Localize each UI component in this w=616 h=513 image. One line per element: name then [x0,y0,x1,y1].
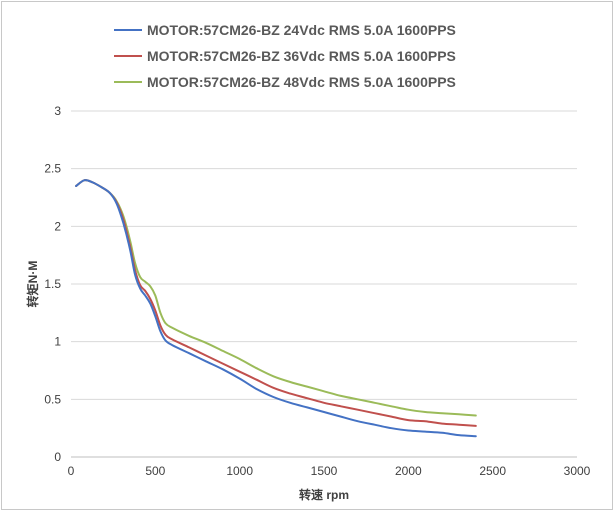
x-tick-label: 0 [68,464,75,478]
y-axis-title: 转矩N·M [25,261,40,308]
gridlines [71,110,577,458]
y-tick-label: 0 [54,450,61,464]
y-tick-label: 1 [54,335,61,349]
y-tick-label: 2 [54,219,61,233]
x-tick-label: 1000 [226,464,253,478]
y-tick-label: 1.5 [44,277,61,291]
legend-item: MOTOR:57CM26-BZ 36Vdc RMS 5.0A 1600PPS [114,48,456,64]
y-tick-label: 0.5 [44,392,61,406]
y-tick-label: 2.5 [44,162,61,176]
series-line-0 [75,179,477,438]
x-tick-label: 2000 [395,464,422,478]
legend-item: MOTOR:57CM26-BZ 48Vdc RMS 5.0A 1600PPS [114,74,456,90]
x-tick-label: 500 [145,464,165,478]
y-tick-labels: 0 0.5 1 1.5 2 2.5 3 [44,104,61,464]
x-tick-label: 2500 [479,464,506,478]
y-tick-label: 3 [54,104,61,118]
x-tick-label: 1500 [311,464,338,478]
legend: MOTOR:57CM26-BZ 24Vdc RMS 5.0A 1600PPS MO… [114,22,456,90]
series-line-1 [75,179,477,427]
x-axis-title: 转速 rpm [299,487,349,502]
legend-label: MOTOR:57CM26-BZ 24Vdc RMS 5.0A 1600PPS [147,22,456,38]
series-lines [75,179,477,438]
series-line-2 [75,179,477,417]
x-tick-labels: 0 500 1000 1500 2000 2500 3000 [68,464,591,478]
legend-item: MOTOR:57CM26-BZ 24Vdc RMS 5.0A 1600PPS [114,22,456,38]
legend-label: MOTOR:57CM26-BZ 48Vdc RMS 5.0A 1600PPS [147,74,456,90]
legend-label: MOTOR:57CM26-BZ 36Vdc RMS 5.0A 1600PPS [147,48,456,64]
x-tick-label: 3000 [564,464,591,478]
